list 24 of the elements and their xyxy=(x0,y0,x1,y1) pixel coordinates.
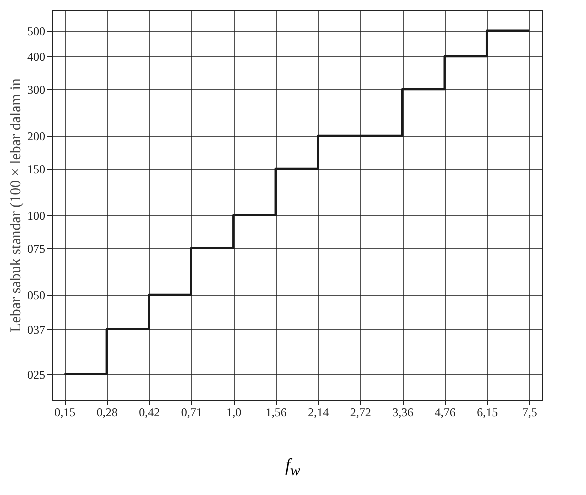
y-tick-label: 300 xyxy=(28,82,46,97)
y-tick-label: 400 xyxy=(28,50,46,64)
x-tick-label: 0,42 xyxy=(139,406,160,420)
x-tick-label: 0,15 xyxy=(54,406,76,420)
y-tick-label: 050 xyxy=(28,288,46,302)
y-tick-label: 075 xyxy=(28,242,46,256)
x-tick-label: 0,71 xyxy=(181,406,202,420)
x-tick-label: 2,72 xyxy=(350,406,372,420)
x-tick-label: 0,28 xyxy=(96,406,118,420)
y-axis-title: Lebar sabuk standar (100 × lebar dalam in xyxy=(8,78,24,332)
y-tick-label: 500 xyxy=(28,24,46,38)
x-axis-title: f$_{w}$ xyxy=(284,455,302,481)
y-tick-label: 025 xyxy=(28,368,46,382)
x-tick-label: 7,5 xyxy=(522,406,538,420)
x-tick-label: 6,15 xyxy=(477,406,498,420)
x-tick-label: 2,14 xyxy=(308,406,330,420)
x-tick-label: 3,36 xyxy=(392,406,414,420)
x-tick-label: 4,76 xyxy=(434,406,456,420)
x-tick-label: 1,0 xyxy=(226,406,242,420)
y-tick-label: 100 xyxy=(28,208,46,223)
x-tick-label: 1,56 xyxy=(266,406,287,420)
y-tick-label: 150 xyxy=(28,162,46,176)
y-tick-label: 200 xyxy=(28,129,46,144)
y-tick-label: 037 xyxy=(28,322,46,337)
